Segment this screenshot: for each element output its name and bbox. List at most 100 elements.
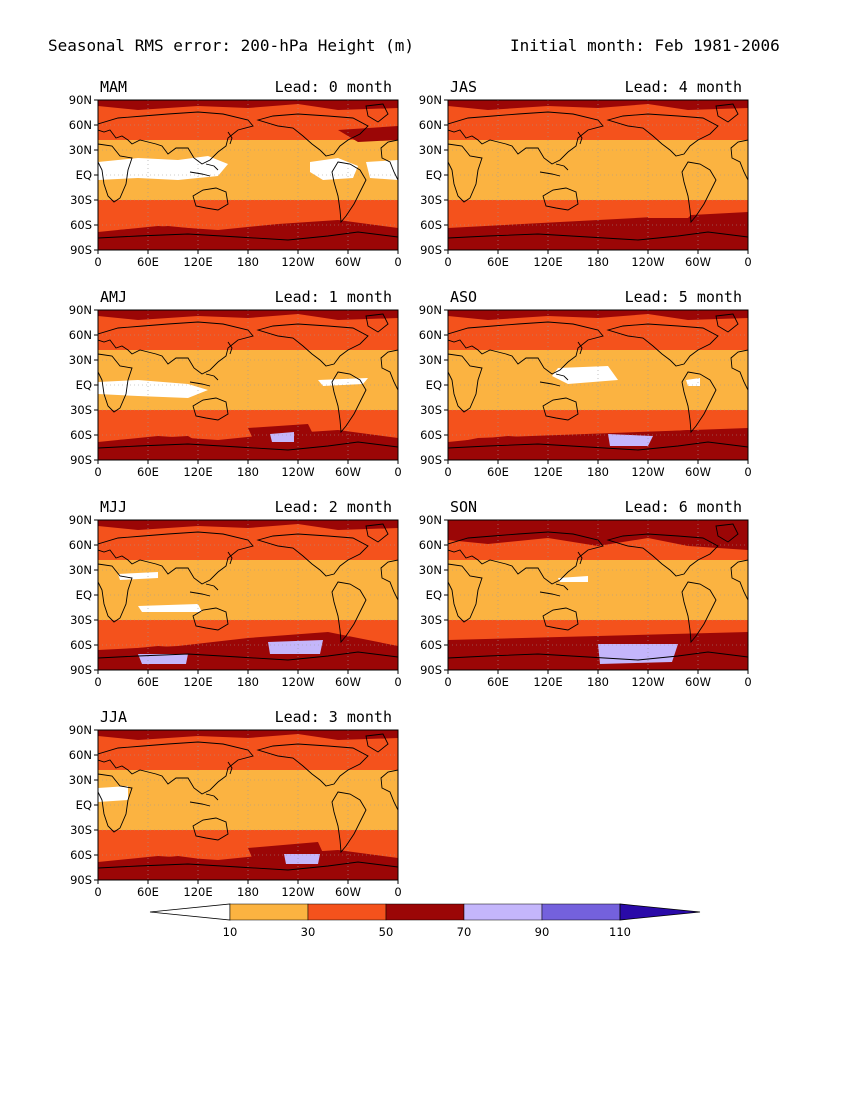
lon-tick-label: 120W <box>631 675 664 689</box>
colorbar-segment <box>229 903 309 921</box>
lon-tick-label: 180 <box>587 675 609 689</box>
colorbar-segment <box>149 903 231 921</box>
colorbar-level-label: 90 <box>535 925 550 939</box>
lat-tick-label: 60S <box>70 218 92 232</box>
lon-tick-label: 120E <box>183 255 212 269</box>
lon-tick-label: 0 <box>94 675 101 689</box>
lon-tick-label: 120W <box>281 255 314 269</box>
grid-lines <box>98 310 398 460</box>
panel-lead-label: Lead: 6 month <box>625 498 742 516</box>
lat-tick-label: 90N <box>419 93 442 107</box>
panel-season-label: SON <box>450 498 477 516</box>
colorbar-level-label: 10 <box>223 925 238 939</box>
lat-tick-label: 60N <box>69 538 92 552</box>
lat-tick-label: 90S <box>70 663 92 677</box>
colorbar-segment <box>385 903 465 921</box>
lat-tick-label: 30S <box>70 193 92 207</box>
lon-tick-label: 60W <box>335 675 361 689</box>
lon-tick-label: 60W <box>685 255 711 269</box>
lat-tick-label: EQ <box>426 588 442 602</box>
lat-tick-label: 90S <box>70 873 92 887</box>
lat-tick-label: 90N <box>69 513 92 527</box>
panel-lead-label: Lead: 2 month <box>275 498 392 516</box>
lat-tick-label: 90N <box>69 303 92 317</box>
map-panel-mam: MAM Lead: 0 month 90N 60N 30N EQ 30S 60S 90S 0 60E… <box>48 70 408 270</box>
lat-tick-label: 60S <box>420 218 442 232</box>
colorbar-segment <box>463 903 543 921</box>
lon-tick-label: 0 <box>744 255 751 269</box>
lat-tick-label: EQ <box>426 378 442 392</box>
panel-season-label: AMJ <box>100 288 127 306</box>
grid-lines <box>448 100 748 250</box>
lon-tick-label: 60W <box>685 675 711 689</box>
lon-tick-label: 120W <box>281 675 314 689</box>
panel-season-label: MAM <box>100 78 127 96</box>
lat-tick-label: 30N <box>419 353 442 367</box>
lon-tick-label: 120E <box>183 465 212 479</box>
lon-tick-label: 0 <box>744 675 751 689</box>
lon-tick-label: 0 <box>94 465 101 479</box>
lat-tick-label: 60N <box>419 538 442 552</box>
lon-tick-label: 180 <box>237 255 259 269</box>
lon-tick-label: 0 <box>94 255 101 269</box>
lat-tick-label: EQ <box>76 168 92 182</box>
lat-tick-label: 90N <box>69 93 92 107</box>
lat-tick-label: 90N <box>419 303 442 317</box>
lat-tick-label: 90S <box>420 663 442 677</box>
lon-tick-label: 60E <box>137 255 159 269</box>
lon-tick-label: 60W <box>685 465 711 479</box>
colorbar-segment <box>307 903 387 921</box>
colorbar-segment <box>619 903 701 921</box>
lon-tick-label: 0 <box>444 675 451 689</box>
lon-tick-label: 0 <box>444 255 451 269</box>
grid-lines <box>98 520 398 670</box>
lat-tick-label: 30S <box>420 403 442 417</box>
lat-tick-label: 90S <box>70 243 92 257</box>
coastlines <box>448 313 748 451</box>
panel-lead-label: Lead: 1 month <box>275 288 392 306</box>
coastlines <box>98 523 398 661</box>
lat-tick-label: 90S <box>420 453 442 467</box>
lat-tick-label: 60N <box>69 328 92 342</box>
lon-tick-label: 180 <box>237 885 259 899</box>
coastlines <box>448 103 748 241</box>
colorbar-graphic: 10 30 50 70 90 110 <box>149 903 701 939</box>
lat-tick-label: 30S <box>70 403 92 417</box>
panel-lead-label: Lead: 4 month <box>625 78 742 96</box>
lat-tick-label: 30S <box>420 613 442 627</box>
lon-tick-label: 60E <box>137 675 159 689</box>
lon-tick-label: 60E <box>137 885 159 899</box>
panel-season-label: JJA <box>100 708 127 726</box>
lat-tick-label: 30N <box>419 563 442 577</box>
figure-title: Seasonal RMS error: 200-hPa Height (m) <box>48 36 415 55</box>
lat-tick-label: 30N <box>69 143 92 157</box>
lat-tick-label: 60S <box>420 638 442 652</box>
lon-tick-label: 180 <box>587 255 609 269</box>
panel-season-label: JAS <box>450 78 477 96</box>
lat-tick-label: 60S <box>70 638 92 652</box>
lon-tick-label: 0 <box>744 465 751 479</box>
lon-tick-label: 0 <box>94 885 101 899</box>
lon-tick-label: 0 <box>394 675 401 689</box>
lon-tick-label: 120W <box>631 255 664 269</box>
coastlines <box>448 523 748 661</box>
map-panel-jja: JJA Lead: 3 month 90N 60N 30N EQ 30S 60S 90S 0 60E… <box>48 700 408 900</box>
lon-tick-label: 0 <box>394 885 401 899</box>
lon-tick-label: 60E <box>137 465 159 479</box>
lon-tick-label: 120E <box>533 465 562 479</box>
lon-tick-label: 180 <box>237 675 259 689</box>
colorbar: 10 30 50 70 90 110 <box>149 900 710 950</box>
lon-tick-label: 120E <box>183 885 212 899</box>
coastlines <box>98 733 398 871</box>
coastlines <box>98 313 398 451</box>
panel-lead-label: Lead: 5 month <box>625 288 742 306</box>
lat-tick-label: 60N <box>419 328 442 342</box>
panel-lead-label: Lead: 0 month <box>275 78 392 96</box>
lon-tick-label: 120W <box>631 465 664 479</box>
map-panel-aso: ASO Lead: 5 month 90N 60N 30N EQ 30S 60S 90S 0 60E… <box>398 280 758 480</box>
lat-tick-label: 30S <box>420 193 442 207</box>
